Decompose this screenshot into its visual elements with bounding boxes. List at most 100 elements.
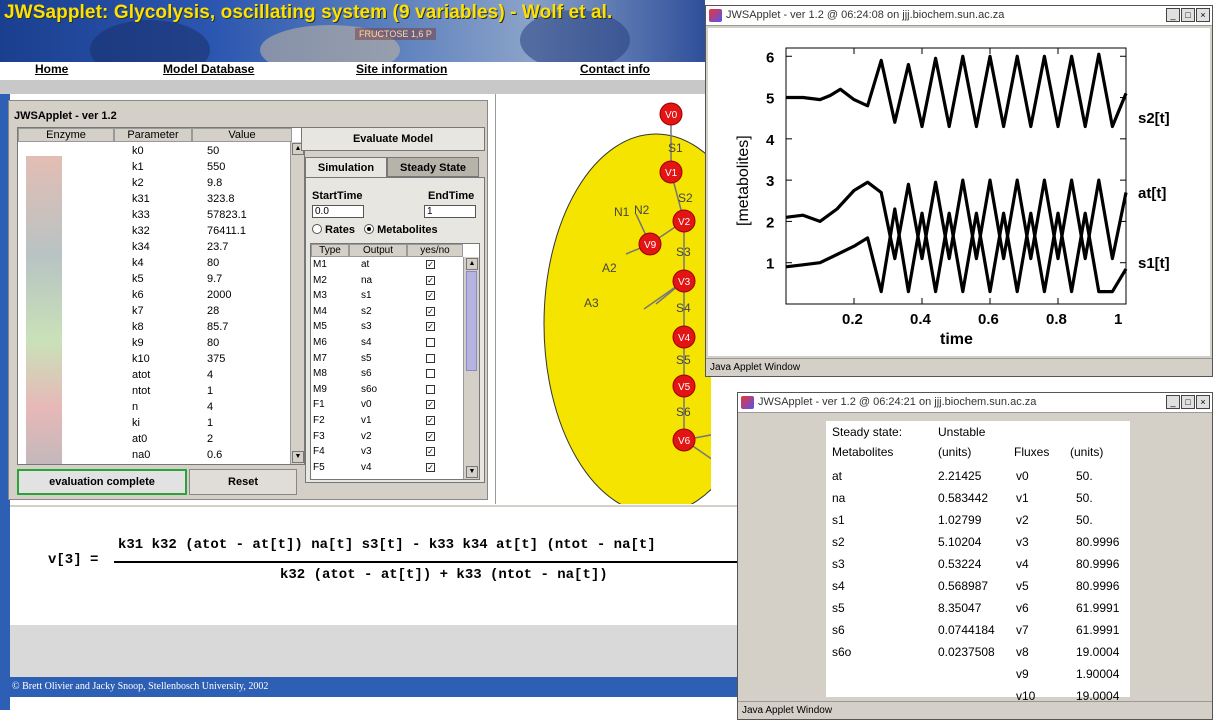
output-row[interactable]: M7 s5 — [311, 352, 463, 365]
parameter-value[interactable]: 375 — [207, 353, 226, 365]
output-checkbox[interactable]: ✓ — [426, 260, 435, 269]
output-row[interactable]: M4 s2 ✓ — [311, 305, 463, 318]
rates-radio[interactable] — [312, 224, 322, 234]
parameter-row[interactable]: k32 76411.1 — [18, 224, 290, 238]
parameter-value[interactable]: 1 — [207, 385, 214, 397]
output-checkbox[interactable] — [426, 338, 435, 347]
parameter-value[interactable]: 50 — [207, 145, 220, 157]
plot-window[interactable]: JWSApplet - ver 1.2 @ 06:24:08 on jjj.bi… — [705, 5, 1213, 377]
output-row[interactable]: M6 s4 — [311, 336, 463, 349]
reset-button[interactable]: Reset — [189, 469, 297, 495]
parameter-row[interactable]: k8 85.7 — [18, 320, 290, 334]
parameter-value[interactable]: 9.8 — [207, 177, 223, 189]
parameter-value[interactable]: 2000 — [207, 289, 232, 301]
parameter-row[interactable]: k31 323.8 — [18, 192, 290, 206]
output-checkbox[interactable]: ✓ — [426, 462, 435, 472]
parameter-row[interactable]: k33 57823.1 — [18, 208, 290, 222]
parameter-row[interactable]: k0 50 — [18, 144, 290, 158]
parameter-value[interactable]: 323.8 — [207, 193, 235, 205]
output-row[interactable]: F5 v4 ✓ — [311, 461, 463, 474]
enzyme-node[interactable] — [659, 102, 683, 126]
parameter-value[interactable]: 57823.1 — [207, 209, 247, 221]
parameter-value[interactable]: 28 — [207, 305, 220, 317]
parameter-value[interactable]: 4 — [207, 369, 214, 381]
close-icon[interactable]: × — [1196, 8, 1210, 22]
output-checkbox[interactable]: ✓ — [426, 306, 435, 316]
output-row[interactable]: F1 v0 ✓ — [311, 398, 463, 411]
parameter-value[interactable]: 23.7 — [207, 241, 229, 253]
enzyme-node[interactable] — [672, 209, 696, 233]
enzyme-node[interactable] — [638, 232, 662, 256]
output-table[interactable]: Type Output yes/no M1 at ✓ M2 na ✓ M3 s1 ✓ M4 s2 ✓ M… — [310, 243, 480, 480]
start-time-input[interactable] — [312, 205, 364, 218]
nav-home-link[interactable]: Home — [35, 62, 69, 76]
parameter-row[interactable]: k7 28 — [18, 304, 290, 318]
enzyme-node[interactable] — [672, 374, 696, 398]
evaluate-model-button[interactable]: Evaluate Model — [301, 127, 485, 151]
maximize-icon[interactable]: □ — [1181, 8, 1195, 22]
scroll-up-icon[interactable]: ▲ — [466, 258, 478, 270]
output-row[interactable]: M5 s3 ✓ — [311, 320, 463, 333]
parameter-row[interactable]: atot 4 — [18, 368, 290, 382]
output-header-type[interactable]: Type — [311, 244, 349, 257]
parameter-value[interactable]: 4 — [207, 401, 214, 413]
steady-state-window[interactable]: JWSApplet - ver 1.2 @ 06:24:21 on jjj.bi… — [737, 392, 1213, 720]
enzyme-node[interactable] — [672, 325, 696, 349]
plot-window-titlebar[interactable]: JWSApplet - ver 1.2 @ 06:24:08 on jjj.bi… — [706, 6, 1212, 26]
evaluation-status-button[interactable]: evaluation complete — [17, 469, 187, 495]
param-header-value[interactable]: Value — [192, 128, 292, 142]
parameter-value[interactable]: 1 — [207, 417, 214, 429]
minimize-icon[interactable]: _ — [1166, 8, 1180, 22]
parameter-row[interactable]: ntot 1 — [18, 384, 290, 398]
param-header-parameter[interactable]: Parameter — [114, 128, 192, 142]
minimize-icon[interactable]: _ — [1166, 395, 1180, 409]
output-header-yesno[interactable]: yes/no — [407, 244, 463, 257]
enzyme-node[interactable] — [672, 428, 696, 452]
parameter-value[interactable]: 80 — [207, 257, 220, 269]
output-row[interactable]: M3 s1 ✓ — [311, 289, 463, 302]
output-checkbox[interactable] — [426, 384, 435, 394]
parameter-scrollbar[interactable]: ▲ ▼ — [290, 142, 304, 464]
parameter-table[interactable]: Enzyme Parameter Value k0 50 k1 550 k2 9.8 k31… — [17, 127, 305, 465]
parameter-value[interactable]: 2 — [207, 433, 214, 445]
parameter-row[interactable]: k9 80 — [18, 336, 290, 350]
output-row[interactable]: M8 s6 — [311, 367, 463, 380]
output-checkbox[interactable] — [426, 369, 435, 379]
output-row[interactable]: M9 s6o — [311, 383, 463, 396]
tab-simulation[interactable]: Simulation — [305, 157, 387, 177]
output-checkbox[interactable]: ✓ — [426, 275, 435, 285]
metabolites-radio[interactable] — [364, 224, 375, 234]
output-checkbox[interactable]: ✓ — [426, 431, 435, 441]
enzyme-node[interactable] — [659, 160, 683, 184]
scroll-down-icon[interactable]: ▼ — [466, 466, 478, 478]
output-row[interactable]: M1 at ✓ — [311, 258, 463, 271]
nav-site-information-link[interactable]: Site information — [356, 62, 448, 76]
parameter-row[interactable]: k5 9.7 — [18, 272, 290, 286]
enzyme-node[interactable] — [672, 269, 696, 293]
output-checkbox[interactable] — [426, 353, 435, 363]
parameter-row[interactable]: k10 375 — [18, 352, 290, 366]
scroll-down-icon[interactable]: ▼ — [292, 451, 304, 463]
parameter-row[interactable]: k4 80 — [18, 256, 290, 270]
output-row[interactable]: M2 na ✓ — [311, 274, 463, 287]
param-header-enzyme[interactable]: Enzyme — [18, 128, 114, 142]
parameter-value[interactable]: 76411.1 — [207, 225, 246, 237]
output-checkbox[interactable]: ✓ — [426, 322, 435, 332]
parameter-value[interactable]: 80 — [207, 337, 220, 349]
output-scrollbar[interactable]: ▲ ▼ — [463, 257, 479, 479]
parameter-value[interactable]: 9.7 — [207, 273, 223, 285]
output-checkbox[interactable]: ✓ — [426, 447, 435, 457]
parameter-value[interactable]: 85.7 — [207, 321, 229, 333]
tab-steady-state[interactable]: Steady State — [387, 157, 479, 177]
end-time-input[interactable] — [424, 205, 476, 218]
output-row[interactable]: F4 v3 ✓ — [311, 445, 463, 458]
parameter-row[interactable]: ki 1 — [18, 416, 290, 430]
output-checkbox[interactable]: ✓ — [426, 291, 435, 301]
parameter-row[interactable]: k34 23.7 — [18, 240, 290, 254]
output-row[interactable]: F3 v2 ✓ — [311, 430, 463, 443]
parameter-value[interactable]: 0.6 — [207, 449, 223, 461]
output-header-output[interactable]: Output — [349, 244, 407, 257]
parameter-row[interactable]: k2 9.8 — [18, 176, 290, 190]
output-row[interactable]: F2 v1 ✓ — [311, 414, 463, 427]
